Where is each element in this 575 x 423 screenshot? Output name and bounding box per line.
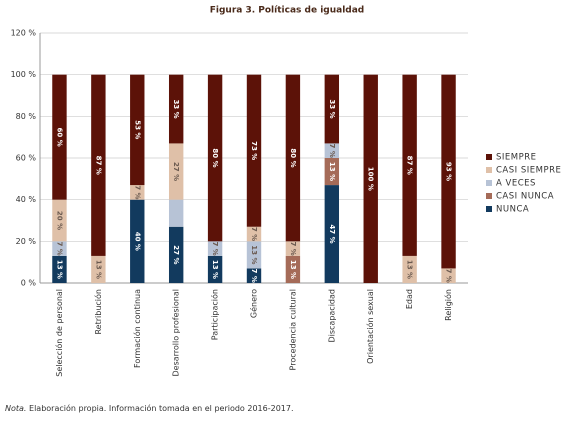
value-label: 80 %	[211, 148, 219, 167]
x-tick-label: Formación continua	[132, 289, 142, 368]
bar-segment	[402, 74, 417, 256]
value-label: 13 %	[328, 162, 336, 181]
bar-segment	[285, 241, 301, 256]
y-tick-label: 40 %	[16, 195, 37, 204]
value-label: 7 %	[328, 144, 336, 158]
bar-segment	[130, 74, 145, 186]
legend-swatch	[486, 206, 492, 212]
x-tick-label: Selección de personal	[54, 289, 64, 377]
value-label: 27 %	[172, 162, 180, 181]
legend-label: A VECES	[496, 179, 536, 189]
value-label: 47 %	[328, 224, 336, 243]
legend-swatch	[486, 154, 492, 160]
value-label: 7 %	[55, 241, 63, 255]
note: Nota. Elaboración propia. Información to…	[5, 403, 294, 413]
value-label: 93 %	[445, 162, 453, 181]
bar-segment	[285, 255, 301, 283]
y-tick-label: 80 %	[16, 112, 37, 121]
value-label: 80 %	[289, 148, 297, 167]
note-text: Elaboración propia. Información tomada e…	[29, 403, 294, 413]
x-tick-label: Participación	[210, 289, 220, 340]
value-label: 33 %	[328, 99, 336, 118]
value-label: 100 %	[367, 167, 375, 191]
value-label: 13 %	[94, 260, 102, 279]
bar-segment	[207, 74, 223, 242]
bar-segment	[168, 226, 184, 283]
legend-label: NUNCA	[496, 205, 529, 215]
value-label: 7 %	[445, 269, 453, 283]
y-tick-label: 60 %	[16, 154, 37, 163]
bar-segment	[246, 268, 262, 283]
value-label: 87 %	[94, 156, 102, 175]
value-label: 7 %	[250, 269, 258, 283]
value-label: 13 %	[289, 260, 297, 279]
x-tick-label: Género	[249, 289, 259, 318]
value-label: 53 %	[133, 120, 141, 139]
bar-segment	[207, 241, 223, 256]
value-label: 7 %	[289, 241, 297, 255]
legend-label: CASI SIEMPRE	[496, 166, 561, 176]
bar-segment	[52, 199, 67, 242]
x-tick-label: Orientación sexual	[365, 289, 375, 364]
value-label: 33 %	[172, 99, 180, 118]
value-label: 20 %	[55, 211, 63, 230]
bar-segment	[246, 226, 262, 242]
bar-segment	[285, 74, 301, 242]
bar-segment	[207, 255, 223, 283]
legend-swatch	[486, 180, 492, 186]
value-label: 13 %	[55, 260, 63, 279]
bar-segment	[168, 199, 184, 227]
x-tick-label: Discapacidad	[327, 289, 336, 343]
bar-segment	[91, 255, 106, 283]
x-tick-label: Desarrollo profesional	[172, 289, 181, 377]
value-label: 7 %	[211, 241, 219, 255]
bar-segment	[52, 241, 67, 256]
y-tick-label: 0 %	[21, 279, 37, 288]
value-label: 13 %	[211, 260, 219, 279]
y-tick-label: 120 %	[11, 29, 37, 38]
x-tick-label: Religión	[443, 289, 453, 321]
value-label: 7 %	[250, 227, 258, 241]
x-tick-label: Edad	[405, 289, 414, 309]
bar-segment	[130, 199, 145, 283]
x-tick-label: Procedencia cultural	[288, 289, 297, 370]
value-label: 13 %	[406, 260, 414, 279]
bar-segment	[441, 74, 456, 269]
y-tick-label: 100 %	[11, 70, 37, 79]
value-label: 60 %	[55, 128, 63, 147]
value-label: 13 %	[250, 245, 258, 264]
bar-segment	[52, 255, 67, 283]
bar-segment	[402, 255, 417, 283]
chart-title: Figura 3. Políticas de igualdad	[210, 6, 365, 16]
bar-segment	[324, 158, 340, 186]
bar-segment	[246, 241, 262, 269]
x-tick-label: Retribución	[93, 289, 103, 335]
bar-segment	[324, 185, 340, 283]
bar-segment	[324, 143, 340, 158]
bar-segment	[441, 268, 456, 283]
bar-segment	[52, 74, 67, 200]
legend-label: CASI NUNCA	[496, 192, 554, 202]
bar-segment	[324, 74, 340, 144]
bar-segment	[363, 74, 378, 284]
bar-segment	[168, 74, 184, 144]
value-label: 87 %	[406, 156, 414, 175]
value-label: 7 %	[133, 185, 141, 199]
note-label: Nota.	[5, 404, 26, 413]
y-tick-label: 20 %	[16, 237, 37, 246]
bar-segment	[246, 74, 262, 227]
bar-segment	[168, 143, 184, 200]
bar-segment	[91, 74, 106, 256]
legend-swatch	[486, 167, 492, 173]
legend-label: SIEMPRE	[496, 153, 537, 163]
bar-segment	[130, 185, 145, 200]
value-label: 40 %	[133, 232, 141, 251]
legend-swatch	[486, 193, 492, 199]
value-label: 27 %	[172, 245, 180, 264]
value-label: 73 %	[250, 141, 258, 160]
